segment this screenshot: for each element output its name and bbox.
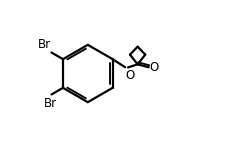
Text: Br: Br [44,97,57,110]
Text: O: O [149,61,158,75]
Text: Br: Br [38,38,51,51]
Text: O: O [125,69,134,82]
